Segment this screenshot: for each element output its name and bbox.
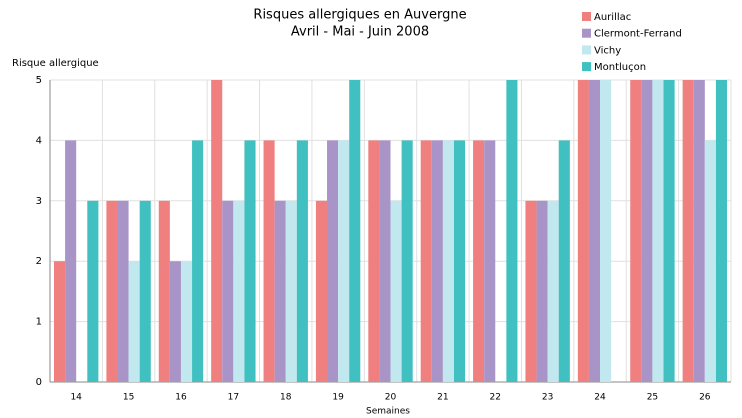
bar <box>233 200 245 382</box>
bar <box>65 140 77 382</box>
bar <box>525 200 537 382</box>
x-tick-label: 20 <box>385 393 397 403</box>
bar <box>558 140 570 382</box>
bar <box>630 80 642 382</box>
y-tick-label: 1 <box>36 317 42 328</box>
bar <box>158 200 170 382</box>
bar <box>296 140 308 382</box>
x-axis-label: Semaines <box>366 407 410 417</box>
x-tick-label: 14 <box>70 393 82 403</box>
legend-label: Montluçon <box>594 62 646 73</box>
bar <box>547 200 559 382</box>
x-tick-label: 15 <box>123 393 134 403</box>
legend-swatch <box>582 62 591 72</box>
bar <box>536 200 548 382</box>
bar <box>484 140 496 382</box>
bar <box>263 140 275 382</box>
x-tick-label: 23 <box>542 393 553 403</box>
bar <box>211 80 223 382</box>
bar <box>180 261 193 382</box>
bar <box>244 140 256 382</box>
legend-swatch <box>582 12 591 21</box>
bar <box>87 200 99 382</box>
bar <box>106 200 118 382</box>
chart-title: Risques allergiques en Auvergne <box>253 8 466 23</box>
bar <box>704 140 716 382</box>
legend-label: Vichy <box>594 45 621 56</box>
bar <box>420 140 432 382</box>
bar <box>453 140 466 382</box>
bar <box>285 200 297 382</box>
x-tick-label: 17 <box>228 393 239 403</box>
x-tick-label: 21 <box>437 393 448 403</box>
bar <box>682 80 694 382</box>
bar <box>54 261 66 382</box>
bar <box>338 140 350 382</box>
bar <box>401 140 413 382</box>
bar <box>588 80 601 382</box>
y-tick-label: 5 <box>36 75 42 86</box>
bar <box>506 80 518 382</box>
x-tick-label: 22 <box>490 393 501 403</box>
x-tick-label: 24 <box>594 393 606 403</box>
legend-swatch <box>582 45 591 55</box>
bar <box>274 200 286 382</box>
y-tick-label: 3 <box>36 196 42 207</box>
bar <box>327 140 339 382</box>
bar <box>652 80 664 382</box>
bar <box>315 200 328 382</box>
bar <box>577 80 589 382</box>
x-tick-label: 26 <box>699 393 711 403</box>
bar <box>128 261 140 382</box>
legend-swatch <box>582 28 591 38</box>
bar <box>379 140 391 382</box>
bar <box>431 140 443 382</box>
bar <box>600 80 612 382</box>
bar <box>192 140 204 382</box>
bar <box>349 80 361 382</box>
bar <box>473 140 485 382</box>
legend-label: Clermont-Ferrand <box>594 29 682 40</box>
y-tick-label: 0 <box>36 377 42 388</box>
bar <box>368 140 380 382</box>
x-tick-label: 16 <box>175 393 187 403</box>
y-tick-label: 2 <box>36 256 42 267</box>
bar <box>222 200 234 382</box>
chart-subtitle: Avril - Mai - Juin 2008 <box>291 25 429 40</box>
y-axis-label: Risque allergique <box>12 58 99 69</box>
x-tick-label: 25 <box>647 393 658 403</box>
bar <box>117 200 129 382</box>
legend-label: Aurillac <box>594 12 631 23</box>
bar <box>715 80 727 382</box>
bar <box>693 80 705 382</box>
x-tick-label: 18 <box>280 393 292 403</box>
bar <box>169 261 181 382</box>
bar <box>139 200 151 382</box>
bar <box>641 80 653 382</box>
bar <box>390 200 402 382</box>
x-tick-label: 19 <box>332 393 344 403</box>
bar <box>663 80 675 382</box>
y-tick-label: 4 <box>36 135 42 146</box>
bar <box>442 140 454 382</box>
